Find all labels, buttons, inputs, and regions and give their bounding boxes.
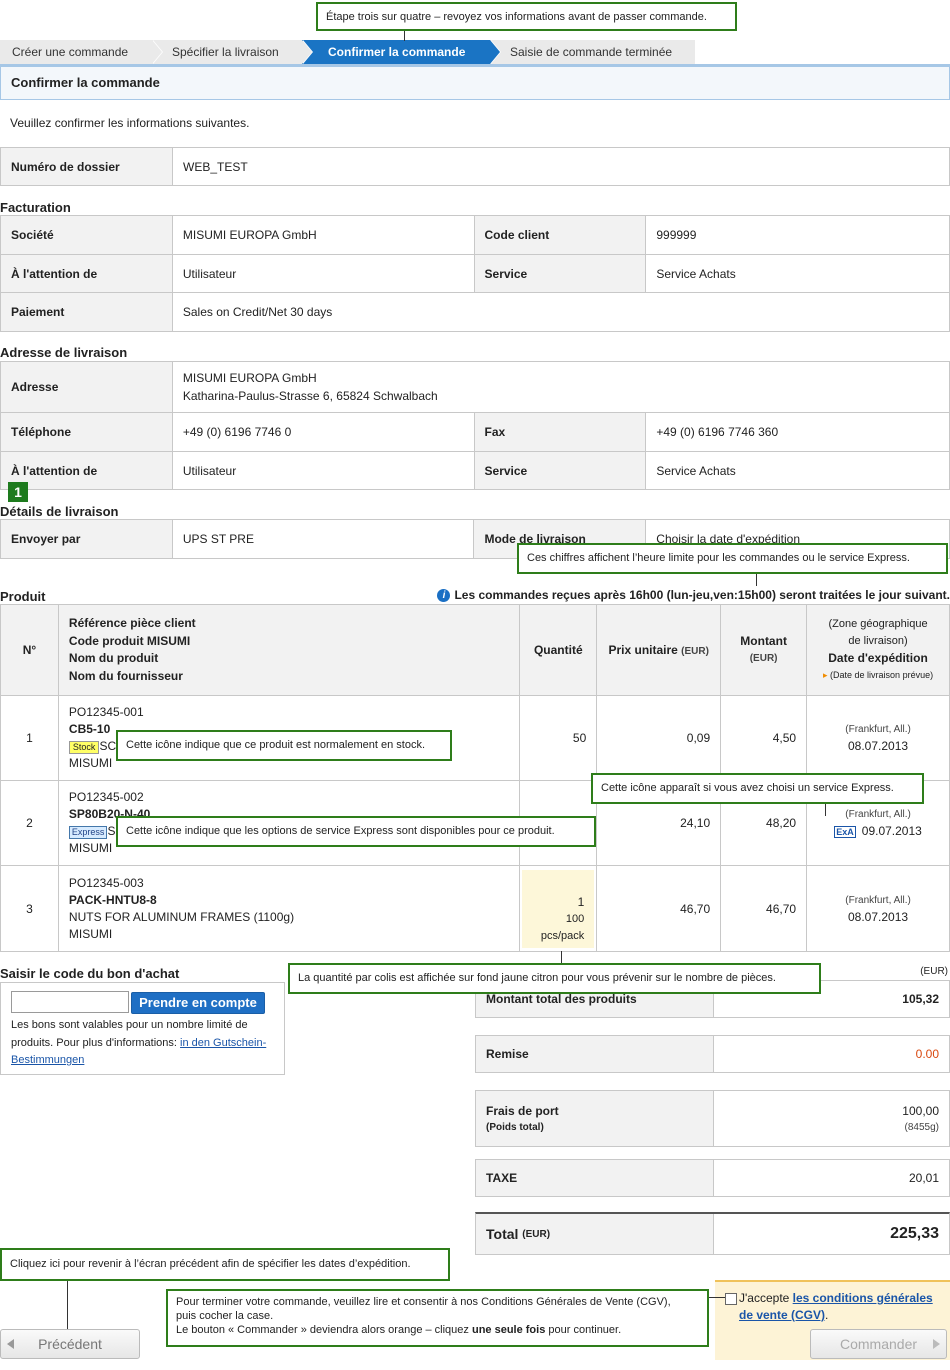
col-amount: Montant (EUR): [720, 604, 808, 696]
company-label: Société: [0, 215, 173, 255]
client-code-label: Code client: [473, 215, 647, 255]
payment-value: Sales on Credit/Net 30 days: [171, 292, 950, 332]
currency-note: (EUR): [920, 966, 948, 977]
client-code-value: 999999: [645, 215, 950, 255]
cgv-link[interactable]: les conditions générales de vente (CGV): [739, 1291, 933, 1322]
col-reference: Référence pièce client Code produit MISU…: [57, 604, 521, 696]
annotation-stock: Cette icône indique que ce produit est n…: [116, 730, 452, 761]
coupon-code-input[interactable]: [11, 991, 129, 1013]
info-icon: i: [437, 588, 451, 602]
pack-quantity: 1 100 pcs/pack: [522, 869, 595, 948]
shipping-service-label: Service: [473, 451, 647, 490]
coupon-box: Prendre en compte Les bons sont valables…: [0, 982, 285, 1075]
annotation-cgv: Pour terminer votre commande, veuillez l…: [166, 1289, 709, 1347]
shipping-address-title: Adresse de livraison: [0, 345, 128, 360]
coupon-title: Saisir le code du bon d'achat: [0, 966, 180, 981]
address-label: Adresse: [0, 361, 173, 413]
col-no: N°: [0, 604, 59, 696]
step-specify-delivery: Spécifier la livraison: [152, 40, 313, 64]
billing-attention-value: Utilisateur: [171, 254, 475, 293]
billing-title: Facturation: [0, 200, 71, 215]
coupon-terms-link[interactable]: in den Gutschein-Bestimmungen: [11, 1036, 267, 1067]
table-row: 3 PO12345-003 PACK-HNTU8-8 NUTS FOR ALUM…: [0, 865, 950, 952]
billing-table: Société MISUMI EUROPA GmbH Code client 9…: [0, 215, 950, 332]
payment-label: Paiement: [0, 292, 173, 332]
annotation-express-options: Cette icône indique que les options de s…: [116, 816, 596, 847]
cgv-checkbox[interactable]: [725, 1293, 737, 1305]
dossier-value: WEB_TEST: [172, 147, 950, 186]
product-title: Produit: [0, 589, 46, 604]
express-service-icon: ExA: [834, 825, 856, 838]
step-create-order: Créer une commande: [0, 40, 163, 64]
previous-button[interactable]: Précédent: [0, 1329, 140, 1359]
billing-attention-label: À l'attention de: [0, 254, 173, 293]
shipping-attention-label: À l'attention de: [0, 451, 173, 490]
arrow-left-icon: [7, 1339, 14, 1349]
grand-total-row: Total (EUR) 225,33: [475, 1212, 950, 1255]
annotation-express-service: Cette icône apparaît si vous avez choisi…: [591, 773, 924, 804]
arrow-right-icon: [933, 1339, 940, 1349]
dossier-table: Numéro de dossier WEB_TEST: [0, 147, 950, 186]
annotation-previous: Cliquez ici pour revenir à l’écran précé…: [0, 1248, 450, 1281]
col-ship-date: (Zone géographique de livraison) Date d'…: [806, 604, 950, 696]
col-unit-price: Prix unitaire (EUR): [596, 604, 722, 696]
send-by-value: UPS ST PRE: [171, 519, 475, 559]
annotation-cutoff: Ces chiffres affichent l’heure limite po…: [517, 543, 948, 574]
delivery-table: Envoyer par UPS ST PRE Mode de livraison…: [0, 519, 950, 559]
send-by-label: Envoyer par: [0, 519, 173, 559]
address-value: MISUMI EUROPA GmbH Katharina-Paulus-Stra…: [171, 361, 950, 413]
fax-label: Fax: [473, 412, 647, 452]
shipping-service-value: Service Achats: [645, 451, 950, 490]
billing-service-value: Service Achats: [645, 254, 950, 293]
table-row: 1 PO12345-001 CB5-10 Stock SC MISUMI 50 0…: [0, 695, 950, 781]
apply-coupon-button[interactable]: Prendre en compte: [131, 992, 265, 1014]
company-value: MISUMI EUROPA GmbH: [171, 215, 475, 255]
phone-value: +49 (0) 6196 7746 0: [171, 412, 475, 452]
annotation-pack: La quantité par colis est affichée sur f…: [288, 963, 821, 994]
col-quantity: Quantité: [519, 604, 598, 696]
step-order-complete: Saisie de commande terminée: [490, 40, 695, 64]
shipping-cost-row: Frais de port (Poids total) 100,00 (8455…: [475, 1090, 950, 1147]
cutoff-notice: i Les commandes reçues après 16h00 (lun-…: [437, 588, 950, 602]
delivery-title: Détails de livraison: [0, 504, 119, 519]
phone-label: Téléphone: [0, 412, 173, 452]
tax-row: TAXE 20,01: [475, 1159, 950, 1197]
fax-value: +49 (0) 6196 7746 360: [645, 412, 950, 452]
shipping-address-table: Adresse MISUMI EUROPA GmbH Katharina-Pau…: [0, 361, 950, 490]
intro-text: Veuillez confirmer les informations suiv…: [10, 116, 250, 130]
billing-service-label: Service: [473, 254, 647, 293]
dossier-label: Numéro de dossier: [0, 147, 173, 186]
annotation-marker-1: 1: [8, 482, 28, 502]
cgv-text: J'accepte les conditions générales de ve…: [739, 1291, 933, 1322]
annotation-step: Étape trois sur quatre – revoyez vos inf…: [316, 2, 737, 31]
page-title: Confirmer la commande: [0, 64, 950, 100]
order-button[interactable]: Commander: [810, 1329, 947, 1359]
stock-badge-icon: Stock: [68, 741, 100, 754]
step-confirm-order: Confirmer la commande: [302, 40, 501, 64]
coupon-note: Les bons sont valables pour un nombre li…: [11, 1019, 267, 1067]
shipping-attention-value: Utilisateur: [171, 451, 475, 490]
express-badge-icon: Express: [68, 826, 108, 839]
discount-row: Remise 0.00: [475, 1035, 950, 1073]
progress-steps: Créer une commande Spécifier la livraiso…: [0, 40, 695, 64]
